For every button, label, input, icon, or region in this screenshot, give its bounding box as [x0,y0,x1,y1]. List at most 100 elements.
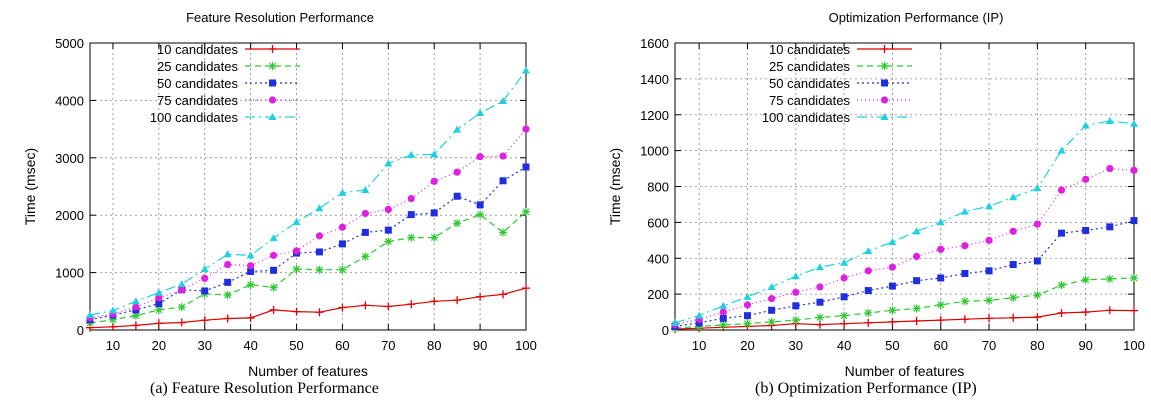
data-point [864,308,873,317]
y-tick-label: 1000 [55,266,84,281]
data-point [476,153,484,161]
data-point [108,306,117,314]
y-tick-label: 400 [647,251,669,266]
x-tick-label: 50 [289,338,303,353]
data-point [499,96,508,104]
data-point [864,287,872,295]
y-tick-label: 600 [647,215,669,230]
data-point [407,233,416,242]
series-100-candidates [671,117,1138,326]
data-point [767,317,776,326]
x-tick-label: 60 [335,338,349,353]
data-point [522,125,530,133]
data-point [743,312,751,320]
data-point [86,311,94,319]
data-point [476,109,485,117]
data-point [1057,308,1066,317]
data-point [936,218,945,226]
data-point [1082,226,1090,234]
y-tick-label: 2000 [55,208,84,223]
data-point [338,188,347,196]
data-point [912,304,921,313]
data-point [840,274,848,282]
data-point [361,185,370,193]
data-point [522,66,530,74]
series-10-candidates [671,306,1138,334]
x-tick-label: 60 [934,338,948,353]
data-point [960,297,969,306]
data-point [792,288,800,296]
data-point [155,294,163,302]
data-point [912,227,921,235]
legend-label: 75 candidates [157,93,238,108]
data-point [1009,261,1017,269]
grid [90,43,527,330]
x-tick-label: 10 [106,338,120,353]
x-tick-label: 50 [885,338,899,353]
data-point [985,202,994,210]
data-point [315,308,324,317]
chart-a: Feature Resolution Performance 10 20 30 40 50… [22,10,537,379]
data-point [154,288,163,296]
x-tick-label: 70 [381,338,395,353]
data-point [985,236,993,244]
y-tick-label: 0 [77,323,84,338]
data-point [384,205,392,214]
data-point [864,247,873,255]
data-point [201,274,209,282]
data-point [1033,313,1042,322]
legend-label: 10 candidates [769,42,850,57]
data-point [246,280,255,289]
data-point [453,296,462,305]
data-point [178,286,186,294]
data-point [768,295,776,303]
data-point [223,290,232,299]
plot-frame [89,42,527,331]
data-point [1130,166,1138,174]
data-point [270,266,278,274]
data-point [223,314,232,323]
data-point [131,321,140,330]
data-point [864,267,872,275]
x-tick-label: 20 [152,338,166,353]
data-point [1033,291,1042,300]
series-75-candidates [86,125,530,322]
data-point [407,211,415,219]
data-point [1130,273,1138,282]
data-point [743,292,752,300]
data-point [292,265,301,274]
data-point [768,306,776,314]
series-25-candidates [671,273,1138,333]
data-point [292,218,301,226]
legend-label: 50 candidates [769,76,850,91]
data-point [888,263,897,271]
y-tick-label: 200 [647,287,669,302]
data-point [453,125,462,133]
data-point [247,267,255,275]
data-point [361,228,369,236]
data-point [269,283,278,292]
data-point [888,306,897,315]
data-point [430,150,439,158]
data-point [1130,306,1138,315]
chart-title: Optimization Performance (IP) [829,10,1004,25]
data-point [985,314,994,323]
y-tick-label: 5000 [55,36,84,51]
series-line [674,277,1135,329]
data-point [177,318,186,327]
data-point [888,238,897,246]
data-point [936,316,945,325]
data-point [840,293,848,301]
legend-marker [268,96,277,104]
data-point [522,163,530,171]
series-line [674,309,1135,330]
data-point [815,263,824,271]
legend-label: 25 candidates [769,59,850,74]
subcaption-a: (a) Feature Resolution Performance [150,380,379,397]
data-point [1057,281,1066,290]
data-point [937,274,945,282]
data-point [1057,186,1066,194]
data-point [315,265,324,274]
data-point [1009,227,1017,235]
data-point [1009,293,1018,302]
